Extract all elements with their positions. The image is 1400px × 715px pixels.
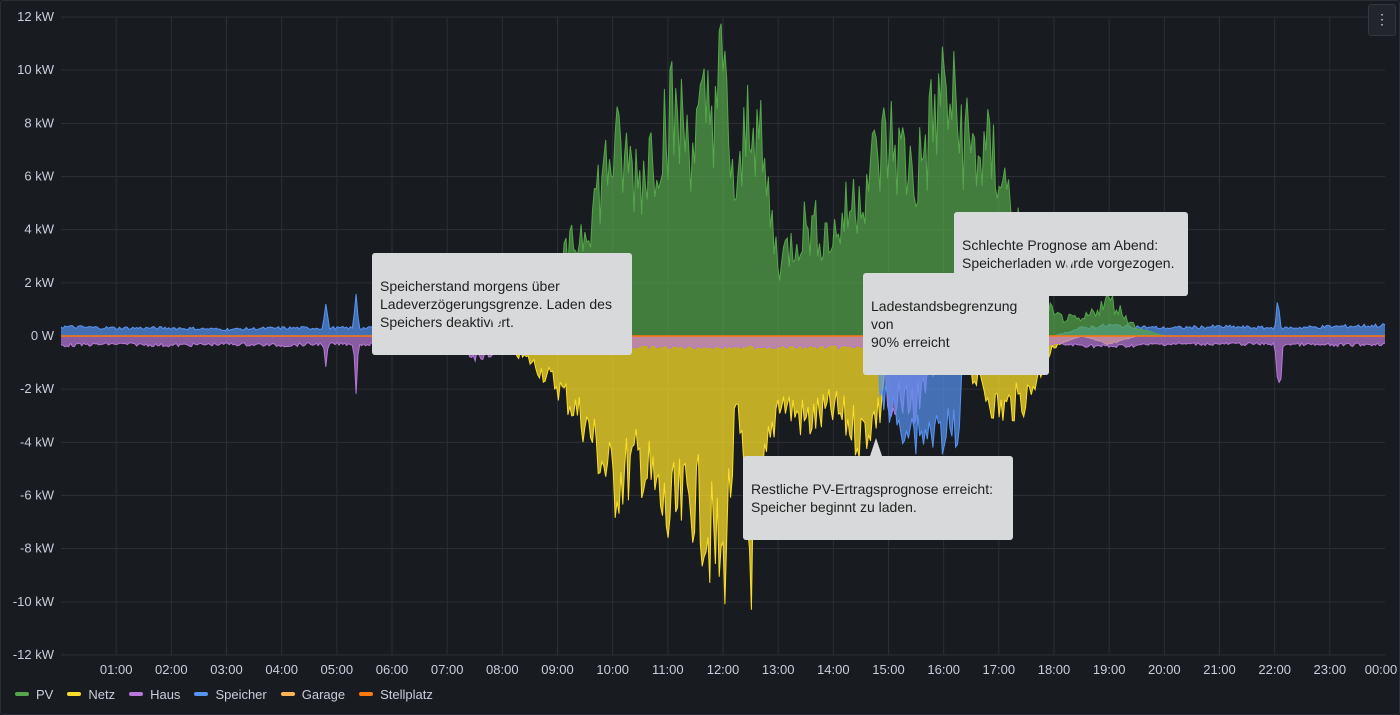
legend-item-netz[interactable]: Netz [67,687,115,702]
x-tick-label: 23:00 [1314,662,1347,677]
y-tick-label: -6 kW [20,488,55,503]
y-tick-label: 10 kW [17,62,55,77]
x-tick-label: 21:00 [1203,662,1236,677]
annotation-pointer [870,438,882,456]
annotation-pointer [490,315,502,333]
x-tick-label: 07:00 [431,662,464,677]
y-tick-label: 4 kW [24,222,54,237]
legend-label: PV [36,686,54,702]
x-tick-label: 18:00 [1038,662,1071,677]
annotation-pointer [953,315,965,333]
x-tick-label: 15:00 [872,662,905,677]
y-tick-label: -2 kW [20,381,55,396]
legend-swatch [129,692,144,696]
x-tick-label: 00:00 [1365,662,1398,677]
x-tick-label: 20:00 [1148,662,1181,677]
panel-menu-button[interactable]: ⋮ [1368,4,1396,36]
series-areas [60,23,1386,610]
legend-label: Garage [301,686,346,702]
x-tick-label: 17:00 [983,662,1016,677]
x-tick-label: 19:00 [1093,662,1126,677]
legend-item-stellplatz[interactable]: Stellplatz [359,687,433,702]
x-tick-label: 04:00 [265,662,298,677]
legend-swatch [359,692,374,696]
y-tick-label: 6 kW [24,169,54,184]
legend-swatch [194,692,209,696]
y-tick-label: 12 kW [17,9,55,24]
x-tick-label: 13:00 [762,662,795,677]
x-tick-label: 11:00 [652,662,684,677]
legend-swatch [15,692,29,696]
series-area-pv [61,23,1385,336]
y-tick-label: -8 kW [20,541,55,556]
legend-swatch [67,692,82,696]
axes: 12 kW 10 kW 8 kW 6 kW 4 kW 2 kW 0 W -2 kW -4 kW -… [13,9,1397,677]
annotation-text: Speicherstand morgens über Ladeverzögeru… [380,278,612,330]
legend-label: Speicher [215,686,267,702]
annotation-bad-forecast: Schlechte Prognose am Abend: Speicherlad… [954,212,1188,296]
y-tick-label: -4 kW [20,434,55,449]
legend: PV Netz Haus Speicher Garage Stellplatz [15,685,447,703]
legend-item-speicher[interactable]: Speicher [194,686,267,702]
legend-swatch [280,692,295,696]
x-tick-label: 14:00 [817,662,850,677]
x-tick-label: 01:00 [100,662,133,677]
annotation-text: Schlechte Prognose am Abend: Speicherlad… [962,237,1175,271]
y-tick-label: 0 W [31,328,55,343]
y-tick-label: 8 kW [24,115,54,130]
plot-area: 12 kW 10 kW 8 kW 6 kW 4 kW 2 kW 0 W -2 kW -4 kW -… [13,9,1397,677]
annotation-storage-morning: Speicherstand morgens über Ladeverzögeru… [372,253,632,355]
legend-label: Netz [88,686,116,702]
legend-item-garage[interactable]: Garage [280,686,346,702]
annotation-forecast-reached: Restliche PV-Ertragsprognose erreicht: S… [743,438,1013,540]
y-tick-label: -12 kW [13,647,55,662]
x-tick-label: 22:00 [1258,662,1291,677]
y-tick-label: 2 kW [24,275,54,290]
x-tick-label: 08:00 [486,662,519,677]
series-line-haus [60,341,1386,424]
x-tick-label: 06:00 [376,662,409,677]
legend-label: Stellplatz [380,686,433,702]
legend-label: Haus [150,686,181,702]
annotation-pointer [1063,254,1075,272]
x-tick-label: 09:00 [541,662,574,677]
x-tick-label: 16:00 [927,662,960,677]
legend-item-pv[interactable]: PV [15,687,53,702]
x-tick-label: 10:00 [596,662,629,677]
annotation-text: Restliche PV-Ertragsprognose erreicht: S… [751,481,993,515]
y-tick-label: -10 kW [13,594,55,609]
legend-item-haus[interactable]: Haus [129,687,180,702]
x-tick-label: 12:00 [707,662,740,677]
x-tick-label: 05:00 [321,662,354,677]
x-tick-label: 02:00 [155,662,188,677]
annotation-text: Ladestandsbegrenzung von 90% erreicht [871,298,1018,350]
x-tick-label: 03:00 [210,662,243,677]
series-area-netz [61,336,1385,610]
